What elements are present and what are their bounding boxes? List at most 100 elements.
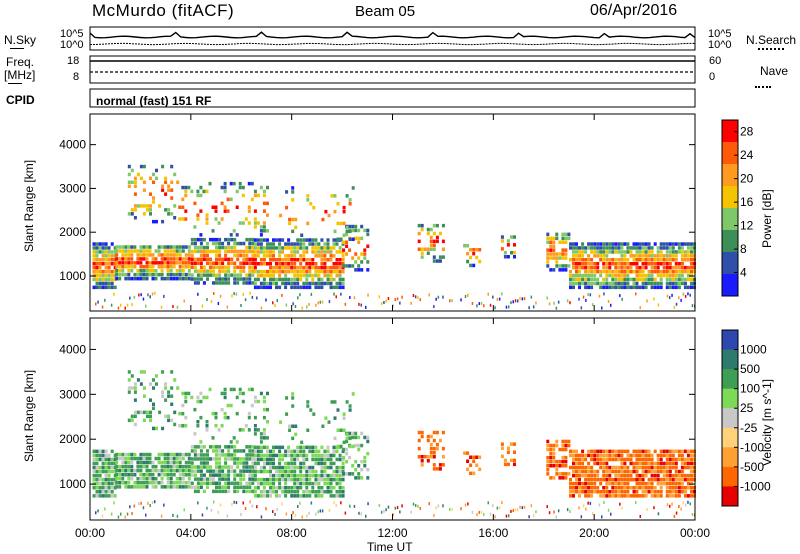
- power-cell: [599, 254, 603, 258]
- velocity-noise-cell: [120, 512, 122, 516]
- velocity-cell: [432, 446, 436, 451]
- velocity-cell: [154, 485, 158, 489]
- velocity-noise-cell: [297, 505, 299, 508]
- velocity-cell: [107, 494, 111, 498]
- power-cell: [590, 262, 594, 266]
- velocity-cell: [172, 473, 176, 477]
- power-noise-cell: [401, 295, 403, 299]
- velocity-cell: [626, 486, 630, 490]
- power-cell: [259, 250, 263, 254]
- power-cell: [320, 258, 324, 262]
- power-cell: [629, 262, 633, 266]
- power-cell: [686, 273, 690, 278]
- power-cell: [199, 209, 203, 213]
- velocity-cell: [683, 477, 687, 482]
- power-cell: [478, 259, 482, 264]
- velocity-cell: [578, 477, 581, 482]
- power-cell: [561, 248, 565, 252]
- velocity-cell: [620, 477, 624, 482]
- velocity-cell: [342, 428, 346, 432]
- velocity-cell: [578, 486, 581, 490]
- power-cell: [420, 227, 424, 232]
- velocity-cell: [284, 461, 288, 466]
- velocity-cell: [311, 465, 315, 470]
- power-cell: [567, 232, 571, 237]
- power-cell: [284, 242, 288, 246]
- velocity-cell: [152, 402, 155, 406]
- velocity-cell: [299, 473, 303, 478]
- velocity-cell: [638, 465, 642, 470]
- power-cell: [333, 229, 337, 234]
- power-cell: [214, 217, 218, 221]
- velocity-cell: [338, 494, 342, 498]
- power-cell: [561, 232, 565, 237]
- power-cell: [164, 192, 168, 196]
- power-cell: [299, 265, 303, 270]
- velocity-cell: [366, 476, 370, 480]
- velocity-cell: [178, 473, 182, 477]
- velocity-cell: [500, 442, 504, 446]
- velocity-noise-cell: [553, 510, 555, 514]
- power-cell: [181, 249, 185, 253]
- velocity-cell: [224, 477, 228, 481]
- velocity-cell: [605, 477, 609, 482]
- velocity-cell: [575, 457, 578, 462]
- velocity-cell: [107, 461, 111, 466]
- velocity-cell: [239, 477, 243, 481]
- power-cell: [569, 258, 572, 262]
- velocity-cell: [656, 465, 660, 470]
- power-cell: [299, 269, 303, 274]
- velocity-cell: [136, 464, 140, 469]
- power-cell: [95, 246, 99, 250]
- power-cell: [608, 269, 612, 274]
- velocity-cell: [266, 490, 269, 494]
- velocity-noise-cell: [260, 515, 263, 519]
- power-cell: [256, 193, 260, 198]
- velocity-cell: [323, 473, 327, 478]
- velocity-cell: [133, 390, 137, 394]
- velocity-noise-cell: [294, 513, 297, 517]
- power-cell: [575, 265, 578, 270]
- velocity-cell: [326, 465, 330, 470]
- velocity-cell: [190, 449, 194, 453]
- velocity-cell: [608, 453, 612, 458]
- power-colorbar-tick-label: 4: [740, 266, 747, 280]
- power-cell: [127, 261, 131, 265]
- power-cell: [98, 246, 102, 250]
- power-cell: [291, 190, 295, 194]
- velocity-cell: [196, 469, 200, 473]
- power-cell: [284, 269, 288, 274]
- velocity-noise-cell: [235, 501, 238, 505]
- velocity-cell: [154, 481, 158, 485]
- power-cell: [218, 241, 222, 246]
- velocity-cell: [206, 461, 209, 465]
- power-noise-cell: [635, 292, 637, 296]
- power-cell: [614, 246, 618, 250]
- power-cell: [238, 181, 242, 186]
- velocity-cell: [599, 465, 603, 470]
- velocity-cell: [142, 452, 146, 457]
- power-cell: [623, 285, 627, 290]
- power-cell: [317, 254, 321, 258]
- power-cell: [665, 262, 669, 266]
- velocity-cell: [272, 465, 275, 470]
- velocity-cell: [223, 415, 227, 420]
- velocity-cell: [656, 453, 660, 458]
- power-cell: [311, 273, 315, 278]
- power-cell: [614, 269, 618, 274]
- velocity-cell: [608, 494, 612, 498]
- power-cell: [256, 238, 260, 242]
- velocity-cell: [142, 456, 146, 461]
- power-cell: [133, 208, 137, 212]
- velocity-cell: [659, 469, 663, 474]
- nsearch-tick-bottom: 10^0: [708, 39, 732, 51]
- velocity-noise-cell: [206, 506, 208, 510]
- power-cell: [256, 277, 260, 282]
- velocity-colorbar-segment: [722, 447, 738, 468]
- velocity-cell: [441, 446, 445, 451]
- power-cell: [224, 257, 228, 262]
- power-cell: [256, 273, 260, 278]
- velocity-noise-cell: [639, 515, 641, 518]
- power-noise-cell: [344, 302, 347, 306]
- power-cell: [338, 246, 342, 250]
